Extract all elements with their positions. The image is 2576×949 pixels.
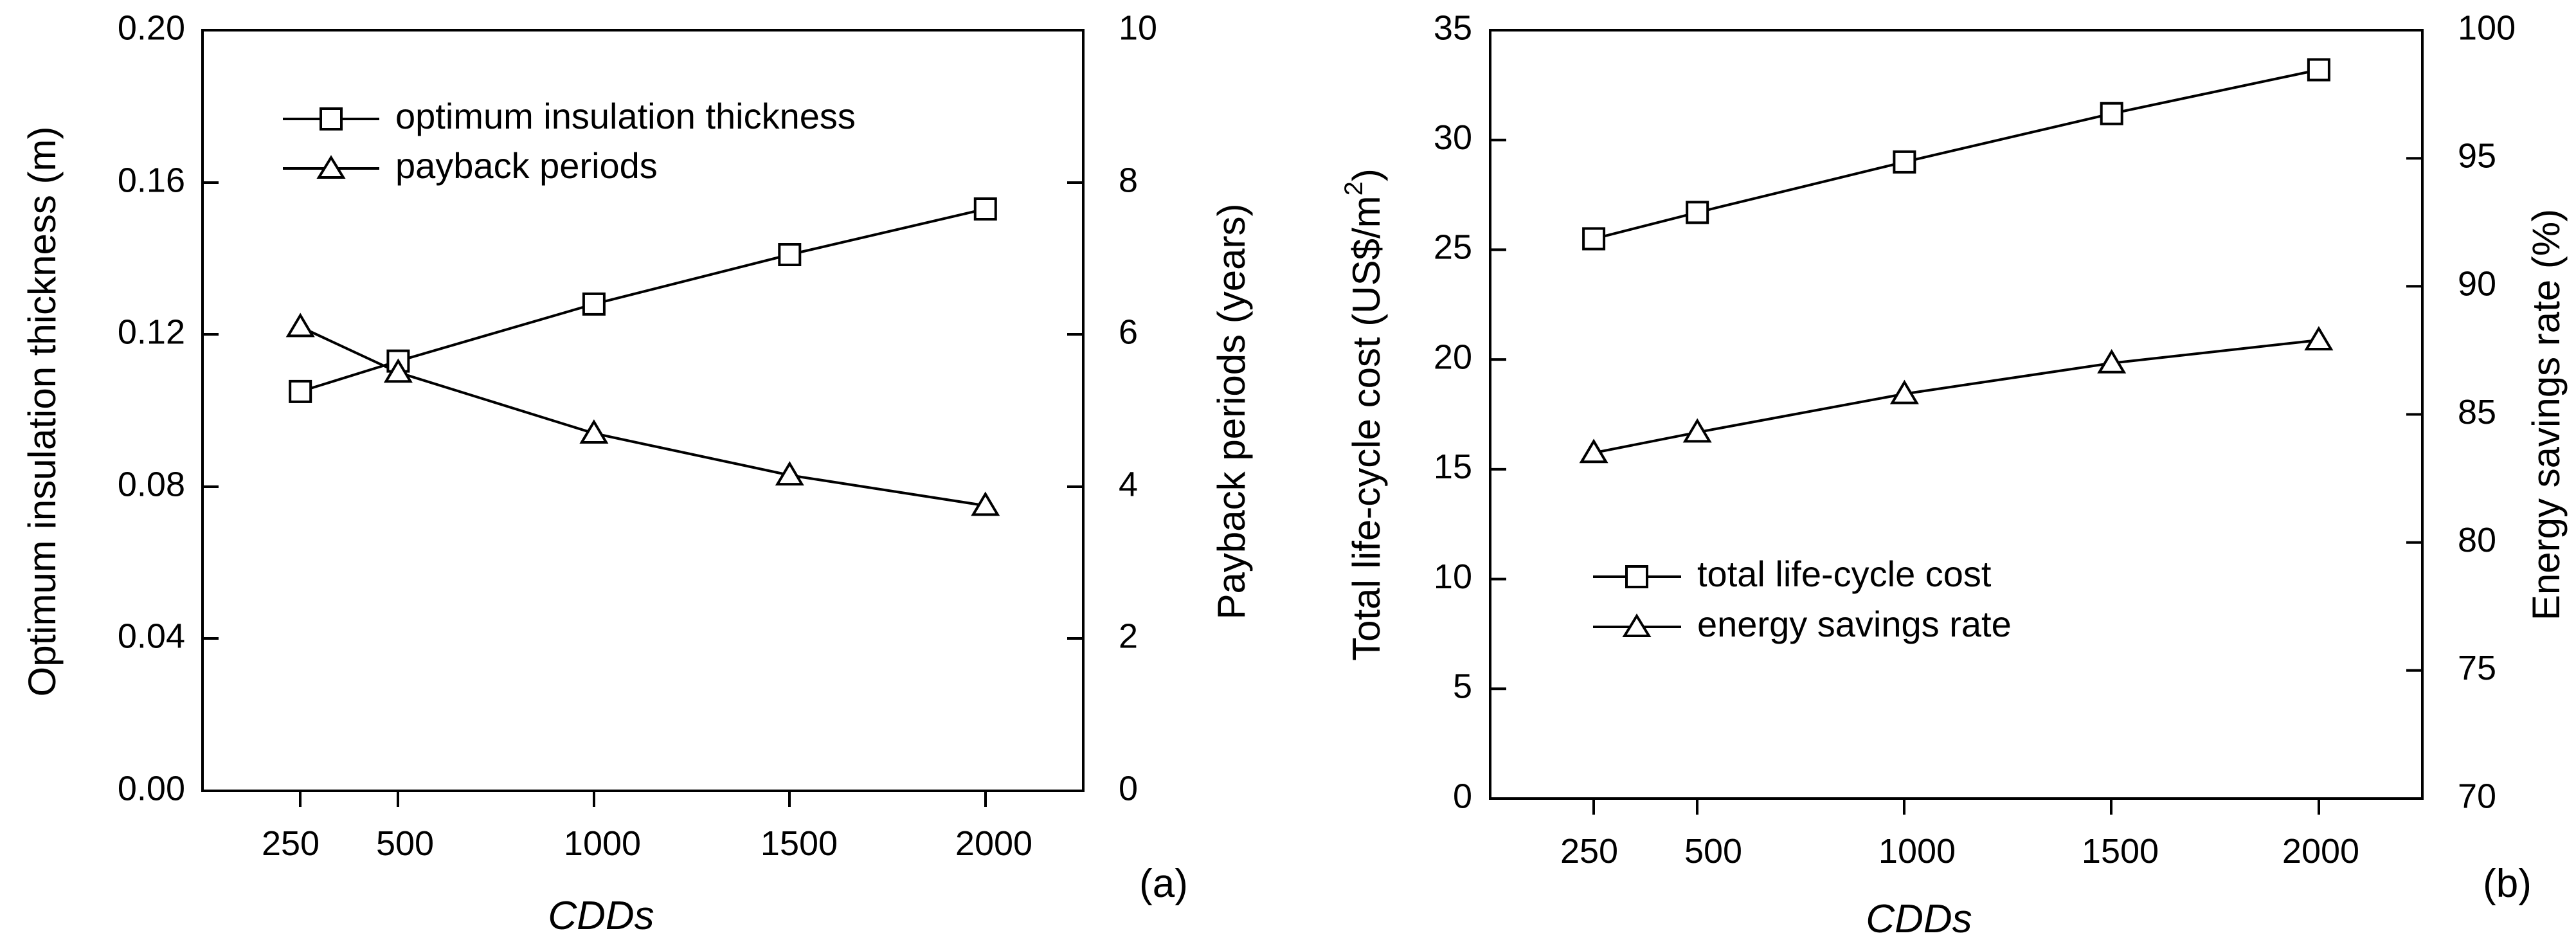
panel-a-right-ticks: 0 2 4 6 8 10	[1067, 8, 1157, 808]
panel-a-x-ticks: 250 500 1000 1500 2000	[262, 791, 1032, 863]
data-point-triangle	[1889, 379, 1919, 404]
panel-a-x-tick-label: 1500	[761, 824, 838, 863]
panel-b-right-ticks: 70 75 80 85 90 95 100	[2406, 8, 2516, 815]
panel-b-x-tick-label: 1000	[1878, 832, 1956, 871]
panel-b-right-tick-label: 85	[2458, 393, 2496, 431]
data-point-triangle	[383, 358, 413, 383]
panel-a-x-tick-label: 250	[262, 824, 320, 863]
panel-b-left-tick-label: 25	[1434, 228, 1472, 267]
panel-a-x-axis-title: CDDs	[548, 894, 654, 938]
panel-a-right-axis-title: Payback periods (years)	[1210, 204, 1253, 620]
panel-a-optimum-thickness-markers	[289, 197, 997, 403]
panel-a-x-tick-label: 500	[376, 824, 434, 863]
panel-a-x-tick-label: 1000	[564, 824, 641, 863]
panel-b-left-axis-title-prefix: Total life-cycle cost (US$/m	[1345, 195, 1388, 661]
panel-b-left-tick-label: 35	[1434, 8, 1472, 47]
panel-a-series	[285, 197, 1000, 516]
panel-b-left-tick-label: 20	[1434, 338, 1472, 376]
panel-b-left-tick-label: 15	[1434, 447, 1472, 486]
panel-a-plot-frame	[201, 29, 1085, 792]
panel-b-x-tick-label: 250	[1560, 832, 1618, 871]
legend-label: optimum insulation thickness	[395, 96, 856, 136]
panel-b-legend: total life-cycle cost energy savings rat…	[1593, 554, 2012, 644]
panel-a: 0.00 0.04 0.08 0.12 0.16 0.20 0 2 4 6 8 …	[21, 8, 1253, 938]
panel-a-right-tick-label: 0	[1119, 769, 1138, 808]
panel-b-life-cycle-cost-markers	[1582, 58, 2330, 251]
panel-a-right-tick-label: 2	[1119, 617, 1138, 655]
panel-b-plot-frame	[1489, 29, 2424, 800]
data-point-square	[1582, 227, 1606, 251]
panel-b-x-tick-label: 1500	[2082, 832, 2159, 871]
legend-label: total life-cycle cost	[1697, 554, 1992, 594]
panel-b: 0 5 10 15 20 25 30 35 70 75 80 85 90 95 …	[1340, 8, 2568, 941]
panel-a-left-tick-label: 0.00	[118, 769, 185, 808]
panel-a-payback-periods-markers	[285, 312, 1000, 516]
data-point-triangle	[775, 461, 804, 486]
panel-b-right-tick-label: 75	[2458, 649, 2496, 687]
panel-b-x-tick-label: 500	[1684, 832, 1742, 871]
panel-b-left-tick-label: 10	[1434, 557, 1472, 596]
legend-triangle-marker	[1622, 613, 1652, 637]
panel-a-x-tick-label: 2000	[955, 824, 1032, 863]
data-point-triangle	[971, 491, 1000, 516]
panel-a-left-tick-label: 0.08	[118, 465, 185, 503]
panel-a-right-tick-label: 6	[1119, 312, 1138, 351]
panel-b-series	[1579, 58, 2334, 464]
legend-triangle-marker	[316, 155, 346, 179]
panel-b-left-ticks: 0 5 10 15 20 25 30 35	[1434, 8, 1506, 815]
data-point-triangle	[1682, 418, 1712, 443]
data-point-triangle	[579, 419, 609, 444]
panel-b-left-tick-label: 5	[1453, 667, 1472, 706]
panel-b-right-tick-label: 95	[2458, 136, 2496, 175]
legend-square-marker	[1625, 565, 1648, 588]
data-point-square	[289, 379, 312, 403]
panel-b-right-tick-label: 70	[2458, 777, 2496, 815]
panel-b-right-tick-label: 80	[2458, 521, 2496, 559]
data-point-square	[1686, 201, 1709, 224]
panel-b-right-tick-label: 100	[2458, 8, 2516, 47]
panel-b-left-axis-title-suffix: )	[1345, 168, 1388, 181]
panel-a-right-tick-label: 8	[1119, 161, 1138, 199]
data-point-square	[2307, 58, 2330, 82]
panel-a-left-tick-label: 0.04	[118, 617, 185, 655]
panel-a-legend: optimum insulation thickness payback per…	[283, 96, 856, 186]
panel-a-right-tick-label: 4	[1119, 465, 1138, 503]
data-point-square	[778, 243, 802, 266]
data-point-triangle	[2097, 348, 2127, 374]
data-point-square	[582, 292, 606, 316]
data-point-square	[973, 197, 997, 221]
panel-a-left-ticks: 0.00 0.04 0.08 0.12 0.16 0.20	[118, 8, 219, 808]
panel-a-label: (a)	[1139, 862, 1188, 906]
panel-a-right-tick-label: 10	[1119, 8, 1157, 47]
panel-b-energy-savings-markers	[1579, 326, 2334, 464]
panel-b-label: (b)	[2483, 862, 2532, 906]
data-point-triangle	[1579, 438, 1608, 464]
panel-a-left-tick-label: 0.20	[118, 8, 185, 47]
legend-label: payback periods	[395, 145, 658, 186]
panel-b-right-axis-title: Energy savings rate (%)	[2525, 209, 2568, 620]
legend-square-marker	[320, 107, 343, 131]
panel-a-left-tick-label: 0.12	[118, 312, 185, 351]
panel-a-left-tick-label: 0.16	[118, 161, 185, 199]
panel-b-x-axis-title: CDDs	[1866, 897, 1972, 941]
panel-b-x-ticks: 250 500 1000 1500 2000	[1560, 799, 2359, 871]
panel-b-left-tick-label: 0	[1453, 777, 1472, 815]
data-point-triangle	[285, 312, 315, 338]
panel-a-left-axis-title: Optimum insulation thickness (m)	[21, 127, 64, 697]
panel-b-x-tick-label: 2000	[2282, 832, 2359, 871]
panel-b-left-tick-label: 30	[1434, 118, 1472, 157]
panel-b-right-tick-label: 90	[2458, 265, 2496, 303]
data-point-square	[1893, 150, 1916, 174]
panel-b-left-axis-title: Total life-cycle cost (US$/m2)	[1340, 168, 1388, 661]
legend-label: energy savings rate	[1697, 604, 2012, 644]
panel-b-left-axis-title-superscript: 2	[1340, 181, 1368, 195]
data-point-triangle	[2304, 326, 2334, 350]
data-point-square	[2100, 102, 2123, 125]
